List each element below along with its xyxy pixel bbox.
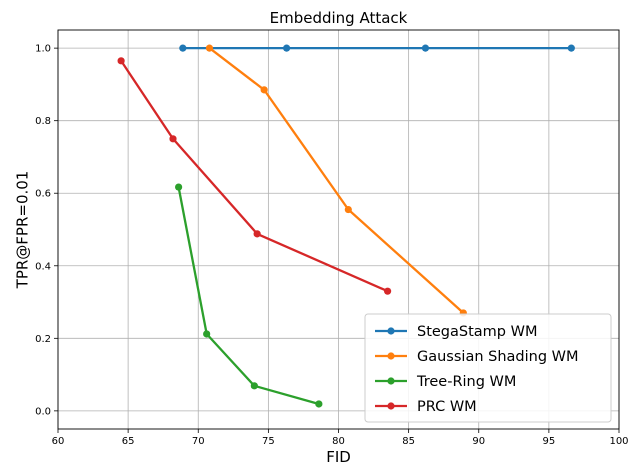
legend-swatch-marker bbox=[387, 402, 395, 410]
legend: StegaStamp WM Gaussian Shading WM Tree-Rin… bbox=[364, 313, 612, 423]
y-tick-label: 0.4 bbox=[35, 261, 51, 272]
data-point bbox=[179, 44, 187, 52]
y-tick-label: 1.0 bbox=[35, 44, 51, 55]
y-tick-label: 0.2 bbox=[35, 334, 51, 345]
series-layer bbox=[117, 44, 575, 408]
legend-item: StegaStamp WM bbox=[375, 324, 537, 340]
y-axis: 0.0 0.2 0.4 0.6 0.8 1.0 bbox=[35, 44, 58, 417]
x-tick-label: 65 bbox=[122, 436, 135, 447]
legend-swatch-marker bbox=[387, 327, 395, 335]
series-line bbox=[208, 46, 465, 315]
legend-label: StegaStamp WM bbox=[417, 324, 537, 340]
legend-swatch-marker bbox=[387, 352, 395, 360]
data-point bbox=[205, 44, 214, 52]
x-tick-label: 80 bbox=[332, 436, 345, 447]
legend-label: Gaussian Shading WM bbox=[417, 349, 579, 365]
x-tick-label: 95 bbox=[543, 436, 556, 447]
data-point bbox=[253, 230, 261, 238]
series-line bbox=[119, 59, 389, 293]
data-point bbox=[169, 135, 177, 143]
data-point bbox=[383, 287, 392, 295]
y-tick-label: 0.0 bbox=[35, 406, 51, 417]
data-point bbox=[344, 205, 352, 214]
chart-title: Embedding Attack bbox=[270, 9, 408, 27]
x-tick-label: 100 bbox=[609, 436, 628, 447]
data-point bbox=[283, 44, 291, 52]
data-point bbox=[421, 44, 430, 52]
data-point bbox=[567, 44, 575, 52]
legend-item: PRC WM bbox=[375, 399, 477, 415]
legend-box bbox=[364, 313, 612, 423]
data-point bbox=[203, 330, 211, 338]
data-point bbox=[117, 57, 125, 65]
series-stegastamp-wm bbox=[179, 44, 575, 52]
data-point bbox=[315, 400, 323, 408]
y-tick-label: 0.6 bbox=[35, 189, 51, 200]
x-tick-label: 90 bbox=[472, 436, 485, 447]
legend-item: Tree-Ring WM bbox=[375, 374, 516, 390]
legend-item: Gaussian Shading WM bbox=[375, 349, 579, 365]
x-tick-label: 60 bbox=[52, 436, 65, 447]
series-prc-wm bbox=[117, 57, 392, 295]
x-axis: 60 65 70 75 80 85 90 95 100 bbox=[52, 429, 629, 447]
legend-label: Tree-Ring WM bbox=[416, 374, 516, 390]
legend-label: PRC WM bbox=[417, 399, 477, 415]
x-tick-label: 75 bbox=[262, 436, 275, 447]
x-axis-title: FID bbox=[326, 448, 351, 466]
data-point bbox=[250, 382, 258, 390]
x-tick-label: 70 bbox=[192, 436, 205, 447]
series-line bbox=[177, 185, 321, 406]
data-point bbox=[175, 183, 183, 191]
y-tick-label: 0.8 bbox=[35, 116, 51, 127]
data-point bbox=[260, 86, 268, 94]
x-tick-label: 85 bbox=[402, 436, 415, 447]
legend-swatch-marker bbox=[387, 377, 395, 385]
y-axis-title: TPR@FPR=0.01 bbox=[14, 171, 32, 290]
series-tree-ring-wm bbox=[175, 183, 323, 408]
series-gaussian-shading-wm bbox=[205, 44, 467, 317]
